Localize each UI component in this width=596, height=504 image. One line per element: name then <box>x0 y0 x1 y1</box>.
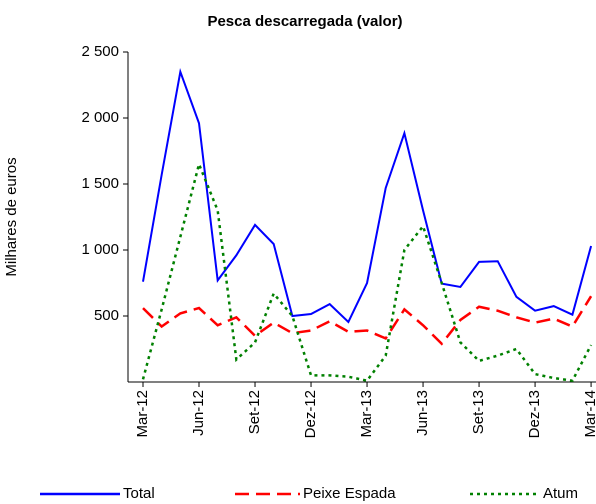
series-line <box>141 160 593 383</box>
legend-label: Peixe Espada <box>303 485 396 502</box>
y-tick-label: 2 000 <box>81 109 119 126</box>
y-tick-label: 1 000 <box>81 241 119 258</box>
series-line <box>142 67 593 324</box>
x-tick-label: Mar-12 <box>134 390 151 438</box>
legend-label: Atum <box>543 485 578 502</box>
x-tick-label: Set-13 <box>470 390 487 434</box>
x-tick-label: Mar-13 <box>358 390 375 438</box>
y-tick-label: 1 500 <box>81 175 119 192</box>
y-tick-label: 500 <box>94 307 119 324</box>
y-tick-label: 2 500 <box>81 43 119 60</box>
x-tick-label: Mar-14 <box>582 390 596 438</box>
series-line <box>142 295 593 346</box>
legend-label: Total <box>123 485 155 502</box>
x-tick-label: Dez-12 <box>302 390 319 438</box>
x-tick-label: Set-12 <box>246 390 263 434</box>
chart-title: Pesca descarregada (valor) <box>207 13 402 30</box>
x-tick-label: Jun-12 <box>190 390 207 436</box>
x-tick-label: Jun-13 <box>414 390 431 436</box>
x-tick-label: Dez-13 <box>526 390 543 438</box>
y-axis-title: Milhares de euros <box>3 157 20 276</box>
